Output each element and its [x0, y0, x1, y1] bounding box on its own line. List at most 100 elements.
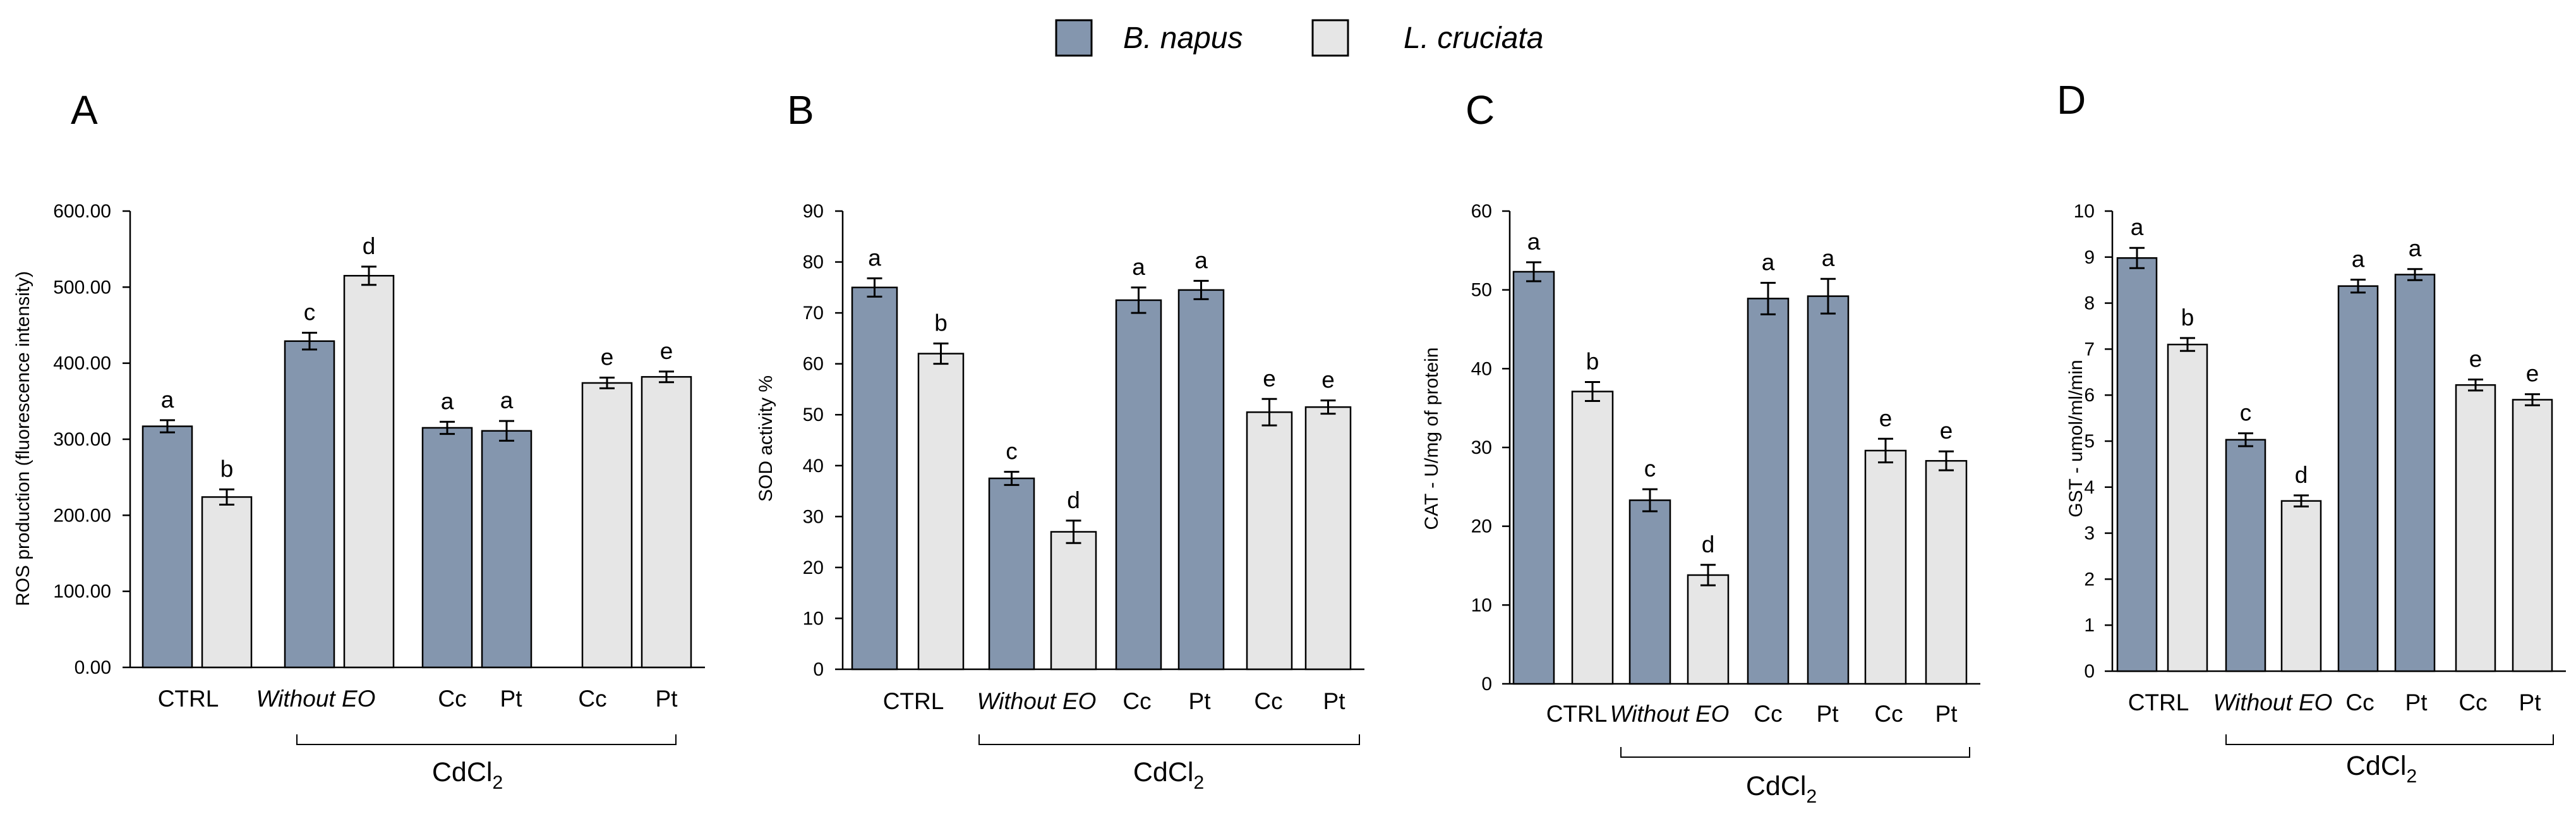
- chart-panel-c: C CAT - U/mg of protein 0 10 20 30 40 50 60 a b c d a…: [1421, 87, 1980, 807]
- y-tick-label: 0: [2084, 661, 2095, 682]
- bar: [851, 286, 898, 671]
- group-bracket: [296, 734, 677, 745]
- y-tick-label: 80: [803, 252, 824, 273]
- category-label: Without EO: [256, 686, 376, 712]
- bar: [2455, 384, 2496, 672]
- significance-label: a: [441, 388, 454, 414]
- bar: [581, 382, 633, 669]
- y-tick-label: 10: [2074, 201, 2095, 222]
- error-bar: [867, 277, 882, 298]
- error-bar: [933, 342, 949, 365]
- error-bar: [1261, 398, 1277, 427]
- error-bar: [1700, 564, 1716, 586]
- y-tick-label: 7: [2084, 339, 2095, 360]
- y-axis-label: GST - umol/ml/min: [2066, 360, 2086, 517]
- error-bar: [302, 332, 317, 351]
- error-bar: [1821, 277, 1836, 315]
- group-label: CdCl2: [1133, 757, 1204, 793]
- significance-label: b: [934, 310, 948, 336]
- bar: [1807, 295, 1850, 685]
- group-bracket: [2225, 734, 2554, 745]
- significance-label: a: [868, 245, 881, 270]
- group-label-subscript: 2: [1193, 772, 1204, 793]
- bar: [284, 340, 335, 669]
- bar: [2167, 343, 2208, 672]
- bar: [1628, 499, 1671, 685]
- significance-label: e: [1879, 405, 1893, 431]
- y-tick-label: 300.00: [53, 429, 111, 450]
- error-bar: [1066, 519, 1081, 544]
- y-tick-label: 60: [803, 354, 824, 375]
- panel-letter: A: [71, 87, 98, 133]
- error-bar: [2180, 337, 2195, 352]
- category-label: CTRL: [1546, 701, 1608, 727]
- y-tick-label: 10: [803, 608, 824, 629]
- significance-label: a: [1195, 247, 1208, 273]
- significance-label: e: [660, 338, 673, 364]
- y-tick-label: 600.00: [53, 201, 111, 222]
- y-tick-label: 0: [1481, 674, 1492, 695]
- y-tick-label: 40: [1471, 358, 1492, 379]
- significance-label: c: [1006, 438, 1018, 464]
- error-bar: [1939, 450, 1954, 471]
- y-tick-label: 0: [813, 659, 824, 680]
- significance-label: a: [161, 387, 174, 413]
- bar: [917, 353, 965, 671]
- category-label: Without EO: [1610, 701, 1730, 727]
- bar: [201, 496, 253, 669]
- significance-label: e: [2526, 361, 2539, 387]
- y-tick-label: 30: [1471, 437, 1492, 458]
- bar: [1304, 406, 1352, 671]
- legend-swatch: [1055, 19, 1093, 57]
- significance-label: a: [2352, 246, 2365, 272]
- group-bracket: [978, 734, 1360, 745]
- bar: [2337, 285, 2379, 672]
- group-label-text: CdCl: [2346, 751, 2407, 781]
- category-label: Cc: [2459, 689, 2487, 715]
- bar: [1864, 449, 1907, 685]
- significance-label: a: [1822, 245, 1835, 271]
- significance-label: b: [1586, 349, 1599, 375]
- bar: [1747, 298, 1790, 685]
- y-axis-label: ROS production (fluorescence intensity): [13, 271, 33, 606]
- bar: [481, 430, 533, 669]
- category-label: Pt: [1323, 688, 1346, 714]
- y-tick-label: 400.00: [53, 353, 111, 374]
- category-label: CTRL: [2128, 689, 2189, 715]
- bar: [1925, 459, 1968, 685]
- legend-swatch: [1311, 19, 1349, 57]
- group-label: CdCl2: [1746, 771, 1817, 807]
- bar: [641, 376, 692, 669]
- category-label: CTRL: [883, 688, 944, 714]
- y-tick-label: 4: [2084, 477, 2095, 498]
- bar: [2225, 439, 2266, 672]
- bar: [1571, 391, 1614, 685]
- significance-label: a: [1527, 229, 1541, 255]
- significance-label: b: [220, 456, 234, 482]
- group-label: CdCl2: [432, 757, 503, 793]
- significance-label: a: [2409, 236, 2422, 262]
- y-tick-label: 200.00: [53, 505, 111, 526]
- bar: [343, 275, 395, 669]
- category-label: Without EO: [2213, 689, 2333, 715]
- significance-label: c: [2240, 400, 2252, 426]
- category-label: Pt: [2405, 689, 2428, 715]
- significance-label: d: [1067, 487, 1080, 513]
- y-axis-label: CAT - U/mg of protein: [1421, 348, 1442, 530]
- y-tick-label: 90: [803, 201, 824, 222]
- significance-label: e: [1321, 367, 1335, 393]
- significance-label: d: [1702, 532, 1715, 557]
- group-bracket: [1620, 747, 1970, 758]
- y-tick-label: 1: [2084, 615, 2095, 636]
- error-bar: [2350, 278, 2366, 294]
- error-bar: [2238, 432, 2253, 447]
- error-bar: [499, 420, 514, 442]
- error-bar: [599, 377, 615, 389]
- group-label-subscript: 2: [492, 772, 503, 793]
- bar: [2394, 274, 2436, 672]
- error-bar: [440, 420, 455, 435]
- y-tick-label: 9: [2084, 247, 2095, 268]
- category-label: Cc: [438, 686, 466, 712]
- significance-label: b: [2181, 305, 2194, 331]
